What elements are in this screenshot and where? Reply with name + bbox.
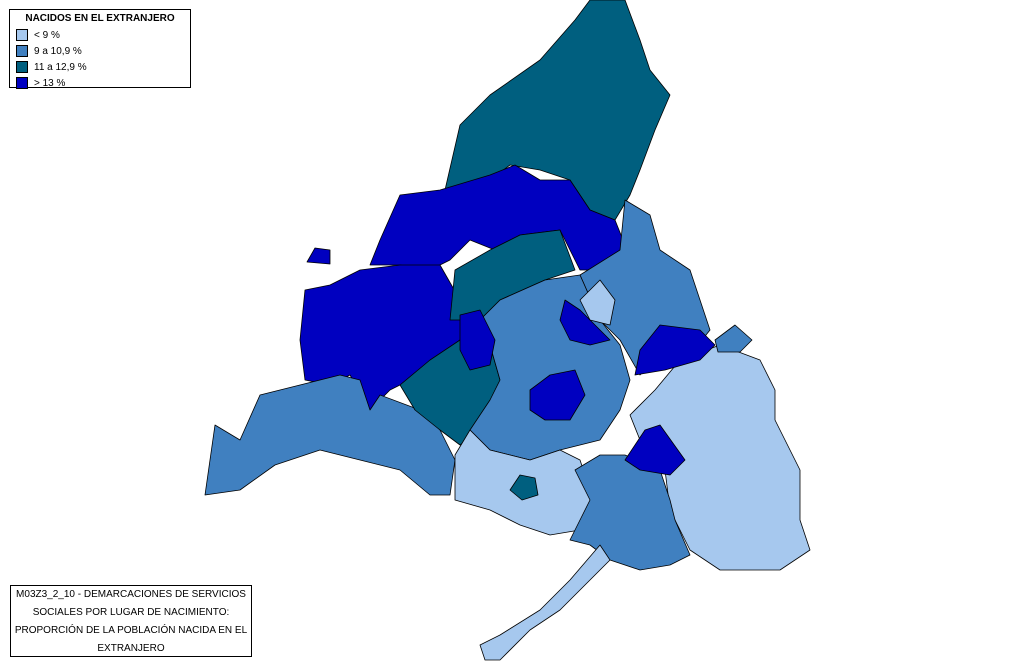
legend-label: < 9 % [34, 29, 60, 41]
legend-swatch [16, 45, 28, 57]
legend-swatch [16, 29, 28, 41]
region [529, 369, 586, 421]
region [714, 324, 753, 353]
region [634, 324, 716, 376]
legend-title: NACIDOS EN EL EXTRANJERO [25, 13, 175, 24]
region [479, 544, 611, 661]
legend-swatch [16, 61, 28, 73]
caption: M03Z3_2_10 - DEMARCACIONES DE SERVICIOS … [10, 585, 252, 657]
region [306, 247, 331, 265]
legend-item: 11 a 12,9 % [10, 59, 190, 75]
legend-swatch [16, 77, 28, 89]
legend: NACIDOS EN EL EXTRANJERO < 9 % 9 a 10,9 %… [9, 9, 191, 91]
legend-label: > 13 % [34, 77, 66, 89]
region [624, 424, 686, 476]
legend-item: 9 a 10,9 % [10, 43, 190, 59]
region [509, 474, 539, 501]
legend-items: < 9 % 9 a 10,9 % 11 a 12,9 % > 13 % [10, 27, 190, 91]
region [459, 309, 496, 371]
legend-label: 11 a 12,9 % [34, 61, 87, 73]
legend-item: > 13 % [10, 75, 190, 91]
region [444, 0, 671, 221]
region [559, 299, 611, 346]
legend-label: 9 a 10,9 % [34, 45, 82, 57]
region [579, 279, 616, 326]
legend-item: < 9 % [10, 27, 190, 43]
